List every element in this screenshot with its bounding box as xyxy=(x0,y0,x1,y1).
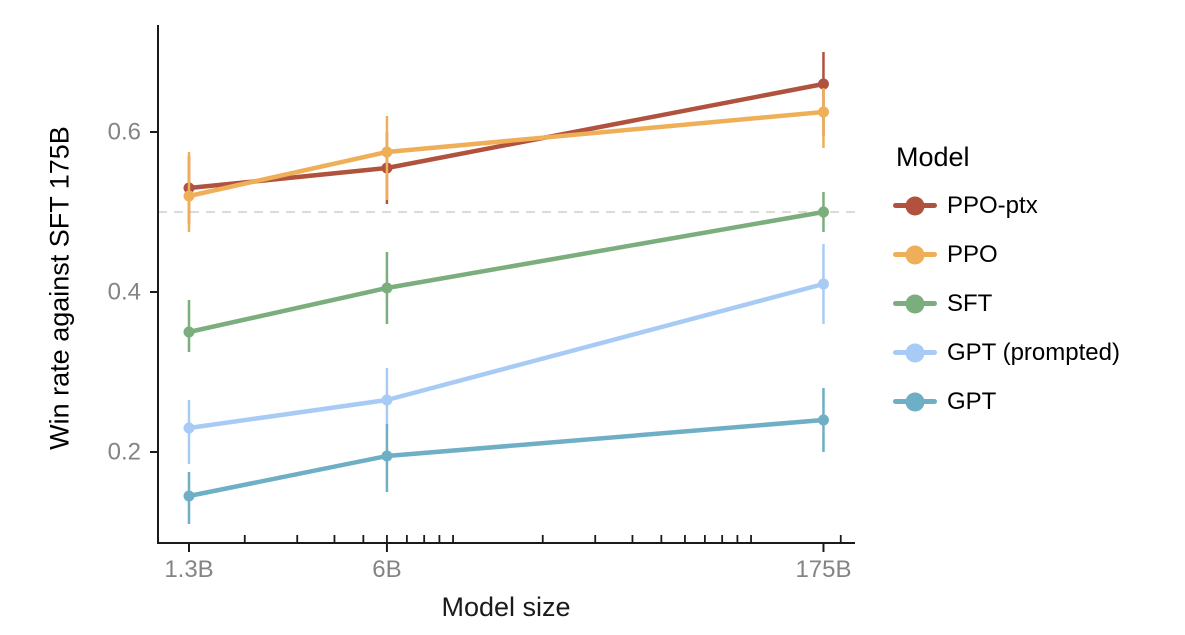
data-point-gpt-prompted xyxy=(381,394,393,406)
x-tick-label: 175B xyxy=(795,556,851,583)
data-point-sft xyxy=(817,206,829,218)
legend-item-gpt: GPT xyxy=(893,377,1120,426)
legend-label: GPT (prompted) xyxy=(947,338,1120,366)
data-point-ppo xyxy=(381,146,393,158)
legend-item-gpt-prompted: GPT (prompted) xyxy=(893,328,1120,377)
data-point-gpt-prompted xyxy=(183,422,195,434)
legend-item-ppo: PPO xyxy=(893,230,1120,279)
legend-title: Model xyxy=(896,142,970,172)
y-tick-label: 0.2 xyxy=(108,439,141,466)
legend-dot-icon xyxy=(905,392,925,411)
legend-marker-icon xyxy=(893,392,937,411)
legend-marker-icon xyxy=(893,245,937,264)
legend-label: SFT xyxy=(947,289,993,317)
legend-label: PPO xyxy=(947,240,998,268)
data-point-gpt xyxy=(817,414,829,426)
series-line-gpt-prompted xyxy=(186,281,826,431)
data-point-gpt xyxy=(183,490,195,502)
data-point-sft xyxy=(183,326,195,338)
legend-marker-icon xyxy=(893,196,937,215)
legend-marker-icon xyxy=(893,294,937,313)
legend-item-sft: SFT xyxy=(893,279,1120,328)
x-tick-label: 1.3B xyxy=(164,556,213,583)
legend-dot-icon xyxy=(905,343,925,362)
data-point-ppo-ptx xyxy=(817,78,829,90)
legend-label: GPT xyxy=(947,387,997,415)
data-point-ppo xyxy=(817,106,829,118)
legend-dot-icon xyxy=(905,294,925,313)
data-point-gpt xyxy=(381,450,393,462)
legend-label: PPO-ptx xyxy=(947,191,1038,219)
data-point-sft xyxy=(381,282,393,294)
y-axis-title: Win rate against SFT 175B xyxy=(44,126,75,450)
series-line-ppo xyxy=(186,109,826,199)
legend-dot-icon xyxy=(905,196,925,215)
data-point-gpt-prompted xyxy=(817,278,829,290)
series-line-sft xyxy=(186,209,826,335)
x-tick-label: 6B xyxy=(372,556,401,583)
legend: Model PPO-ptx PPO SFT GPT (prompted) GPT xyxy=(893,142,1120,426)
y-tick-label: 0.4 xyxy=(108,279,141,306)
legend-items: PPO-ptx PPO SFT GPT (prompted) GPT xyxy=(893,181,1120,426)
series-line-ppo-ptx xyxy=(186,81,826,191)
legend-marker-icon xyxy=(893,343,937,362)
legend-item-ppo-ptx: PPO-ptx xyxy=(893,181,1120,230)
data-point-ppo xyxy=(183,190,195,202)
legend-dot-icon xyxy=(905,245,925,264)
x-axis-title: Model size xyxy=(441,592,571,622)
series-line-gpt xyxy=(186,417,826,499)
y-tick-label: 0.6 xyxy=(108,119,141,146)
